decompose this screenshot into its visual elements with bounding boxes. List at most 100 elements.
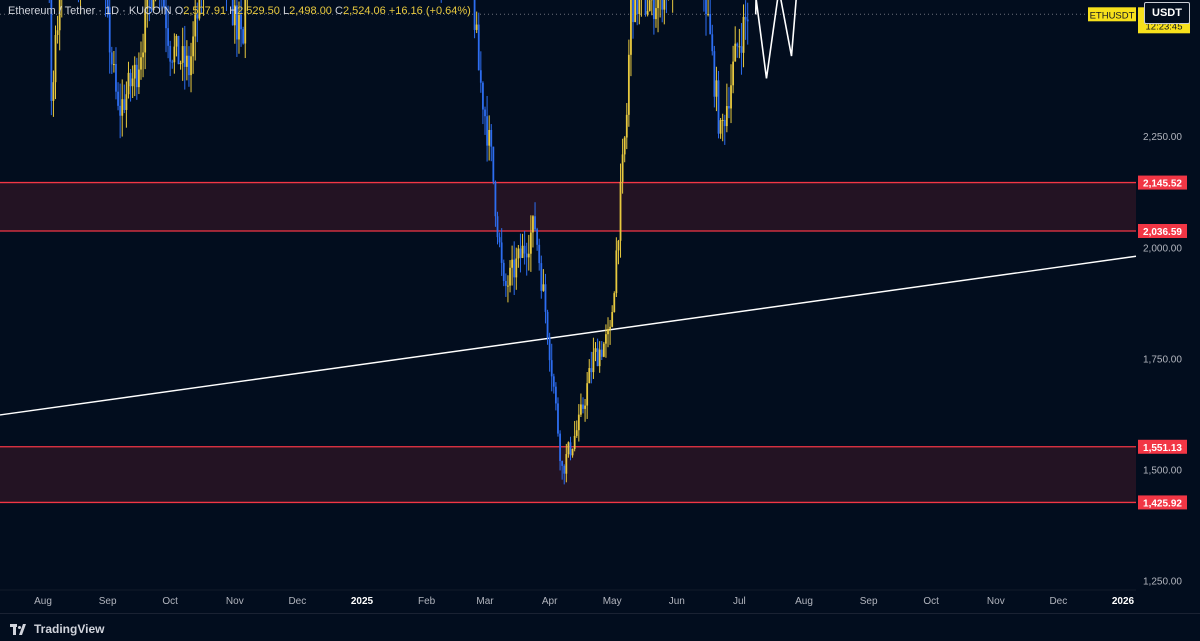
x-tick-label: Sep [860, 596, 878, 607]
candle-body [638, 0, 640, 14]
candle-body [603, 344, 605, 357]
candle-body [593, 352, 595, 372]
candle-body [584, 406, 586, 409]
candle-body [724, 120, 726, 126]
candle-body [580, 404, 582, 414]
candle-body [540, 263, 542, 291]
candle-body [53, 82, 55, 101]
candle-body [586, 383, 588, 405]
candle-body [551, 360, 553, 376]
y-tick-label: 1,750.00 [1143, 354, 1182, 365]
candle-body [705, 0, 707, 14]
candle-body [745, 17, 747, 20]
candle-body [111, 52, 113, 64]
candle-body [732, 62, 734, 86]
candle-body [655, 8, 657, 19]
candle-body [184, 46, 186, 67]
candle-body [711, 34, 713, 51]
x-tick-label: Jul [733, 596, 746, 607]
brand-name: TradingView [34, 622, 104, 636]
x-tick-label: Nov [226, 596, 244, 607]
candle-body [613, 293, 615, 312]
candle-body [565, 454, 567, 474]
candle-body [657, 0, 659, 8]
trendline [0, 256, 1136, 415]
y-tick-label: 1,250.00 [1143, 577, 1182, 588]
candle-body [511, 260, 513, 268]
close-value: 2,524.06 [343, 5, 386, 17]
candle-body [601, 350, 603, 357]
support-zone [0, 183, 1136, 231]
candle-body [663, 0, 665, 10]
candle-body [538, 245, 540, 263]
candle-body [618, 241, 620, 251]
symbol-title: Ethereum / Tether · 1D · KUCOIN [8, 5, 172, 17]
candle-body [130, 73, 132, 86]
candle-body [186, 56, 188, 67]
candle-body [634, 0, 636, 22]
candle-body [488, 130, 490, 146]
x-tick-label: 2026 [1112, 596, 1135, 607]
candle-body [524, 246, 526, 254]
candle-body [736, 44, 738, 47]
candle-body [188, 56, 190, 75]
candle-body [572, 449, 574, 455]
x-tick-label: Mar [476, 596, 494, 607]
high-value: 2,529.50 [237, 5, 280, 17]
candle-body [588, 368, 590, 383]
candle-body [242, 29, 244, 43]
x-tick-label: Oct [923, 596, 939, 607]
candle-body [128, 73, 130, 94]
currency-unit-button[interactable]: USDT [1144, 2, 1190, 24]
candle-body [142, 52, 144, 57]
candle-body [741, 46, 743, 53]
x-tick-label: Sep [99, 596, 117, 607]
candle-body [480, 70, 482, 82]
candle-body [597, 348, 599, 366]
candle-body [615, 250, 617, 293]
chart-header: Ethereum / Tether · 1D · KUCOIN O2,507.9… [8, 5, 471, 17]
candle-body [532, 216, 534, 232]
candle-body [576, 430, 578, 436]
x-tick-label: Jun [669, 596, 685, 607]
candle-body [497, 216, 499, 237]
candle-body [738, 46, 740, 47]
candle-body [563, 466, 565, 474]
candle-body [653, 0, 655, 19]
candle-body [734, 44, 736, 62]
change-value: +16.16 (+0.64%) [389, 5, 471, 17]
candle-body [522, 246, 524, 258]
candle-body [520, 248, 522, 257]
candle-body [707, 14, 709, 15]
tradingview-icon [10, 624, 28, 635]
candle-body [123, 99, 125, 110]
candle-body [503, 263, 505, 281]
candle-body [622, 154, 624, 181]
candle-body [507, 286, 509, 287]
candle-body [515, 259, 517, 278]
candle-body [171, 62, 173, 63]
candle-body [176, 36, 178, 47]
x-tick-label: Dec [288, 596, 306, 607]
candle-body [119, 106, 121, 116]
tradingview-logo[interactable]: TradingView [10, 622, 104, 636]
candle-body [545, 284, 547, 312]
x-tick-label: Aug [34, 596, 52, 607]
candle-body [709, 14, 711, 34]
candle-body [722, 120, 724, 121]
candle-body [505, 281, 507, 286]
candle-body [55, 35, 57, 82]
candle-body [474, 0, 476, 30]
candle-body [647, 11, 649, 14]
candle-body [718, 80, 720, 133]
candle-body [530, 232, 532, 253]
candle-body [192, 36, 194, 56]
candle-body [747, 20, 749, 22]
candle-body [559, 434, 561, 461]
candle-body [478, 25, 480, 71]
candle-body [636, 0, 638, 14]
candle-body [517, 248, 519, 258]
candle-body [180, 63, 182, 64]
